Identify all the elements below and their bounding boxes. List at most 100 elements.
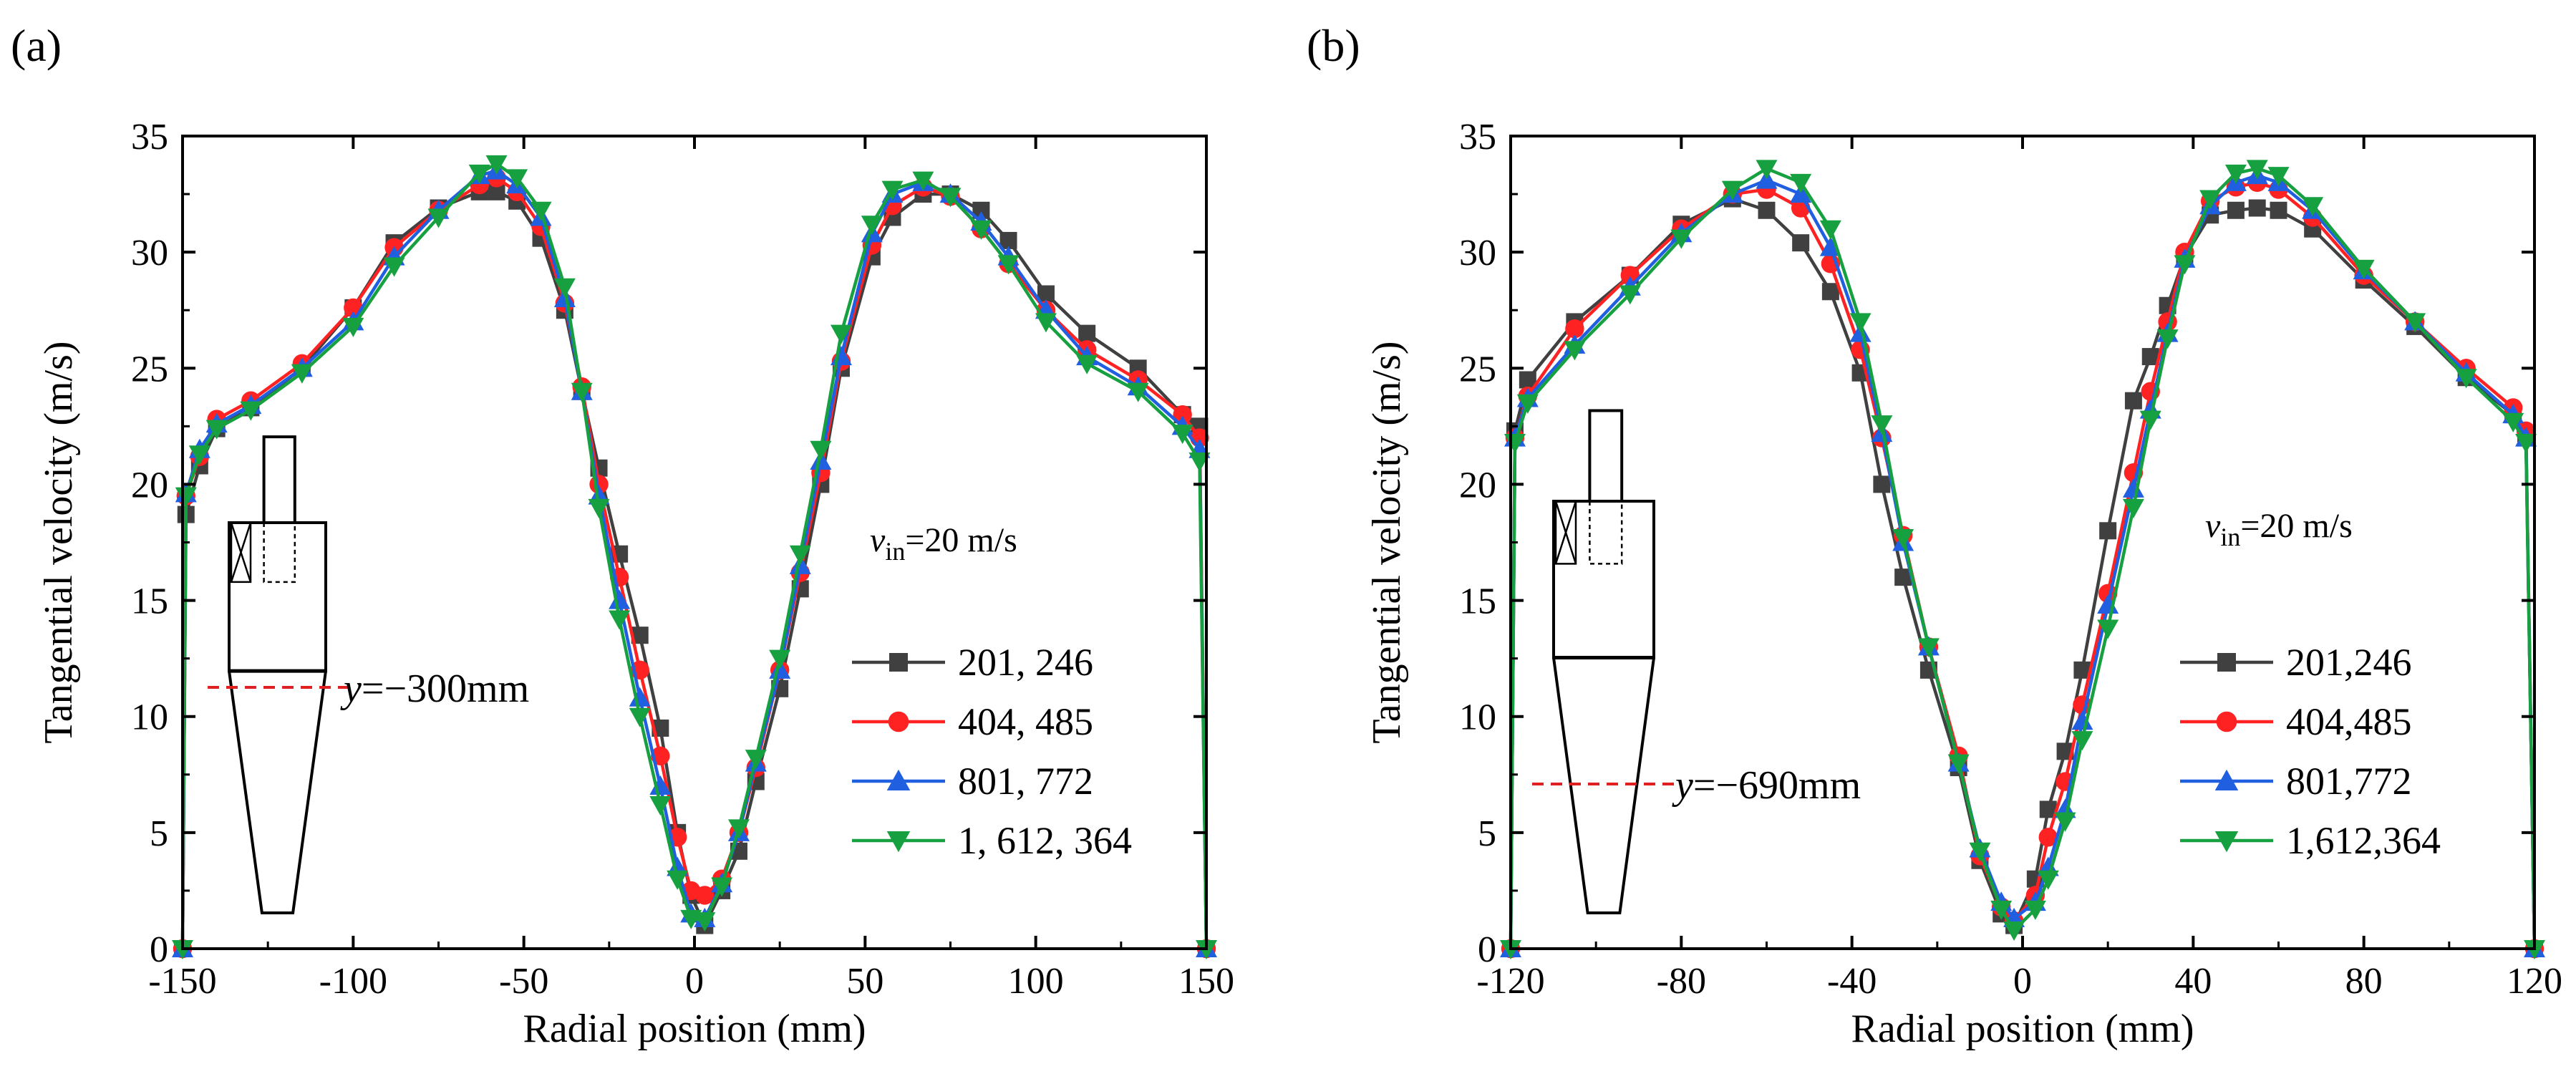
series-4	[172, 155, 1217, 959]
data-point	[553, 278, 576, 298]
y-axis-title: Tangential velocity (m/s)	[37, 341, 81, 743]
panel-label: (a)	[11, 20, 62, 71]
data-point	[2267, 167, 2290, 187]
data-point	[1819, 220, 1841, 240]
data-point	[2515, 434, 2537, 454]
data-point	[694, 912, 716, 932]
data-point	[1565, 319, 1584, 339]
legend-label: 1, 612, 364	[958, 819, 1132, 862]
data-point	[342, 317, 364, 337]
data-point	[1947, 754, 1970, 774]
data-point	[861, 216, 883, 236]
x-tick-label: -80	[1657, 961, 1706, 1002]
data-point	[881, 180, 904, 200]
data-point	[667, 870, 689, 890]
legend-label: 201,246	[2286, 641, 2412, 684]
data-point	[205, 420, 228, 440]
data-point	[2071, 731, 2093, 751]
data-point	[468, 164, 490, 184]
data-point	[629, 687, 651, 707]
x-tick-label: 40	[2174, 961, 2212, 1002]
data-point	[1035, 313, 1057, 333]
data-point	[1173, 405, 1192, 425]
data-point	[1917, 638, 1940, 658]
data-point	[485, 155, 508, 175]
legend-title: vin=20 m/s	[2205, 507, 2353, 551]
legend-entry: 801, 772	[852, 760, 1093, 803]
y-tick-label: 0	[1478, 929, 1496, 970]
legend-marker	[2217, 653, 2236, 672]
legend-entry: 1,612,364	[2180, 819, 2441, 862]
legend-label: 1,612,364	[2286, 819, 2441, 862]
data-point	[2248, 199, 2266, 217]
data-point	[383, 257, 405, 277]
y-tick-label: 35	[1459, 117, 1496, 158]
legend-label: 801, 772	[958, 760, 1093, 803]
data-point	[649, 795, 672, 816]
chart-panel-a: (a) -150 -100 -50 0 50 100 150 0 5 10 15 20 25 30 35 Rad…	[11, 20, 1234, 1051]
y-tick-label: 35	[131, 117, 168, 158]
data-point	[2038, 828, 2058, 847]
data-point	[727, 819, 750, 839]
legend-title: vin=20 m/s	[870, 521, 1017, 566]
series-4	[1500, 160, 2545, 959]
legend-marker	[888, 711, 909, 732]
data-point	[1127, 382, 1149, 402]
data-point	[1821, 283, 1839, 301]
data-point	[1871, 415, 1893, 435]
data-point	[912, 171, 934, 191]
data-point	[1078, 324, 1096, 342]
x-tick-label: -120	[1476, 961, 1544, 1002]
data-point	[488, 183, 505, 200]
y-tick-label: 0	[150, 929, 168, 970]
data-point	[1873, 475, 1891, 493]
data-point	[1721, 180, 1743, 200]
y-tick-label: 10	[1459, 697, 1496, 738]
data-point	[2174, 255, 2196, 275]
data-point	[2246, 160, 2268, 180]
x-tick-label: 50	[846, 961, 883, 1002]
y-tick-label: 5	[150, 813, 168, 854]
data-point	[711, 877, 733, 897]
y-tick-label: 25	[1459, 349, 1496, 389]
data-point	[810, 440, 832, 460]
data-point	[609, 589, 631, 609]
data-point	[2054, 812, 2076, 832]
data-point	[2224, 164, 2247, 184]
data-point	[1188, 453, 1211, 472]
data-point	[2199, 190, 2222, 210]
legend-label: 404, 485	[958, 700, 1093, 743]
data-point	[629, 707, 651, 727]
x-tick-label: 0	[2013, 961, 2032, 1002]
x-tick-label: -40	[1827, 961, 1877, 1002]
data-point	[1819, 236, 1841, 256]
data-point	[2003, 921, 2025, 942]
data-point	[2302, 197, 2324, 217]
data-point	[997, 255, 1020, 275]
data-point	[1849, 313, 1872, 333]
y-tick-label: 20	[131, 465, 168, 505]
data-point	[2071, 710, 2093, 730]
data-point	[1076, 354, 1098, 374]
data-point	[2122, 498, 2144, 518]
legend-marker	[2216, 711, 2237, 732]
data-point	[2124, 392, 2142, 410]
data-point	[1892, 529, 1914, 549]
data-point	[530, 201, 552, 221]
panel-label: (b)	[1307, 20, 1360, 71]
data-point	[769, 649, 791, 669]
x-tick-label: 80	[2345, 961, 2383, 1002]
data-point	[1619, 285, 1641, 305]
legend-marker	[886, 831, 911, 853]
legend-entry: 404,485	[2180, 700, 2412, 743]
x-tick-label: 100	[1008, 961, 1064, 1002]
data-point	[1969, 842, 1991, 862]
data-point	[745, 750, 767, 770]
cyclone-schematic	[228, 435, 327, 914]
data-point	[1756, 160, 1778, 180]
data-point	[2156, 329, 2179, 349]
data-point	[2455, 369, 2477, 389]
data-point	[188, 445, 210, 465]
x-tick-label: 0	[685, 961, 704, 1002]
